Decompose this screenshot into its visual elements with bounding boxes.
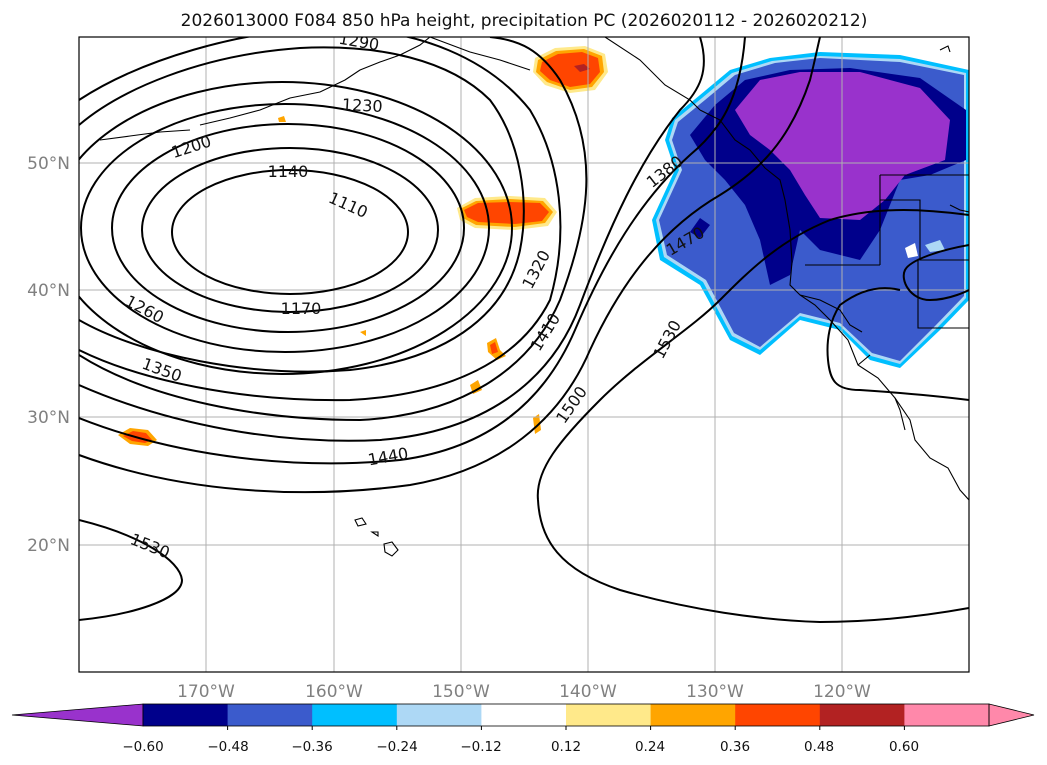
longitude-ticks: 170°W 160°W 150°W 140°W 130°W 120°W — [177, 682, 871, 702]
colorbar-tick-label: −0.12 — [460, 739, 501, 755]
lon-tick-label: 140°W — [559, 682, 617, 702]
colorbar-extend-max — [988, 703, 1035, 727]
colorbar-segment — [904, 704, 990, 726]
colorbar-segment — [819, 704, 905, 726]
colorbar-tick-label: −0.48 — [207, 739, 248, 755]
colorbar-tick-label: −0.60 — [122, 739, 163, 755]
colorbar-segment — [396, 704, 482, 726]
lon-tick-label: 160°W — [305, 682, 363, 702]
colorbar-tick-label: 0.24 — [635, 739, 665, 755]
colorbar-tick-label: 0.48 — [804, 739, 834, 755]
lon-tick-label: 130°W — [686, 682, 744, 702]
graticule — [79, 37, 969, 672]
colorbar-tick-label: 0.36 — [720, 739, 750, 755]
height-contours — [79, 37, 969, 624]
colorbar-segment — [650, 704, 736, 726]
colorbar-segment — [481, 704, 567, 726]
contour-label: 1170 — [281, 299, 322, 318]
lat-tick-label: 50°N — [27, 154, 70, 174]
colorbar-segment — [735, 704, 821, 726]
colorbar-tick-label: 0.12 — [551, 739, 581, 755]
lat-tick-label: 40°N — [27, 281, 70, 301]
contour-label: 1140 — [268, 162, 309, 181]
lon-tick-label: 150°W — [432, 682, 490, 702]
colorbar-tick-label: −0.24 — [376, 739, 417, 755]
figure-title: 2026013000 F084 850 hPa height, precipit… — [181, 11, 868, 31]
map-area: 1290 1230 1200 1140 1110 1380 1470 1320 … — [79, 37, 969, 672]
colorbar-tick-label: 0.60 — [889, 739, 919, 755]
precip-positive-region — [118, 46, 608, 446]
lat-tick-label: 20°N — [27, 536, 70, 556]
colorbar-tick-label: −0.36 — [291, 739, 332, 755]
colorbar-segment — [143, 704, 229, 726]
colorbar-extend-min — [11, 703, 144, 727]
lon-tick-label: 120°W — [813, 682, 871, 702]
lon-tick-label: 170°W — [177, 682, 235, 702]
colorbar-segment — [227, 704, 313, 726]
colorbar: −0.60 −0.48 −0.36 −0.24 −0.12 0.12 0.24 … — [11, 703, 1035, 755]
lat-tick-label: 30°N — [27, 408, 70, 428]
contour-label: 1230 — [341, 95, 383, 116]
latitude-ticks: 50°N 40°N 30°N 20°N — [27, 154, 70, 556]
map-frame — [78, 36, 970, 673]
colorbar-segment — [566, 704, 652, 726]
colorbar-segment — [312, 704, 398, 726]
